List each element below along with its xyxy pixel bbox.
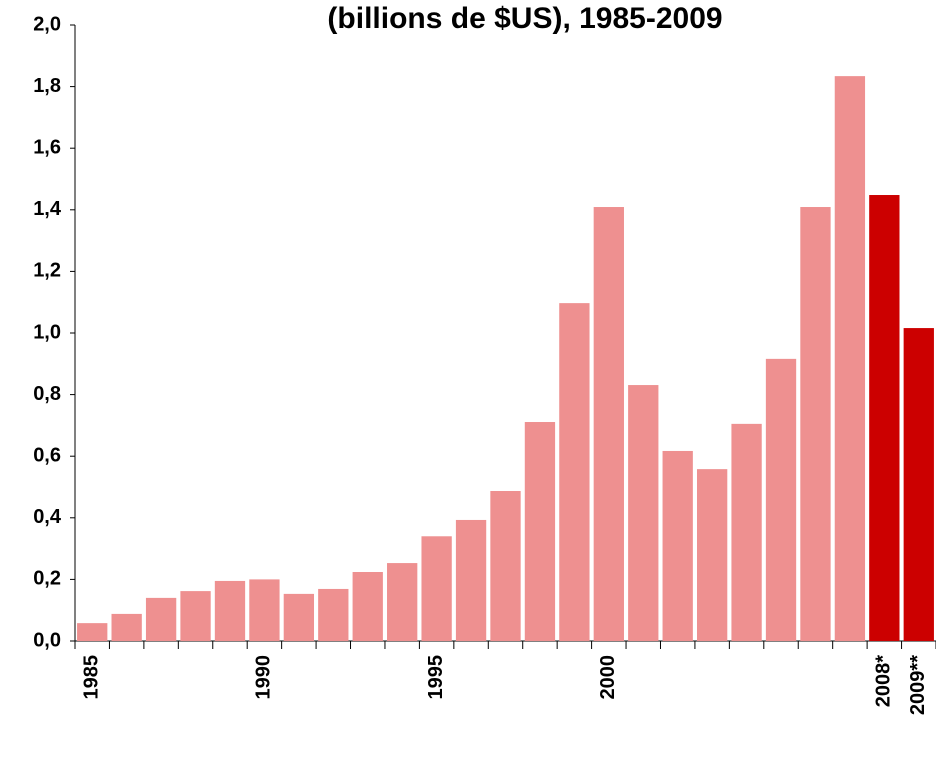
bar	[628, 385, 659, 641]
bar	[214, 580, 246, 641]
x-tick-label: 1985	[81, 655, 103, 700]
y-tick-label: 0,4	[33, 506, 62, 528]
x-tick-label: 2009**	[907, 655, 929, 715]
bar	[903, 328, 934, 641]
y-tick-label: 1,4	[33, 198, 62, 220]
bar	[180, 591, 211, 641]
bar	[593, 207, 624, 641]
x-tick-label: 2000	[597, 655, 619, 700]
y-tick-label: 0,8	[33, 383, 61, 405]
bar	[318, 588, 349, 641]
bar	[800, 207, 831, 641]
bar	[111, 613, 142, 641]
bar	[869, 195, 900, 642]
bar	[696, 469, 728, 641]
bar	[524, 422, 556, 641]
bar	[834, 76, 866, 642]
bar	[559, 303, 590, 641]
x-tick-label: 1990	[253, 655, 275, 700]
x-tick-label: 1995	[425, 655, 447, 700]
x-tick-label: 2008*	[873, 655, 895, 707]
y-tick-label: 1,8	[33, 75, 61, 97]
chart-title: (billions de $US), 1985-2009	[327, 2, 722, 35]
bar	[765, 358, 797, 641]
bar	[77, 623, 108, 641]
bar	[387, 563, 418, 641]
y-tick-label: 1,0	[33, 321, 61, 343]
bar	[249, 579, 280, 641]
y-tick-label: 0,2	[33, 568, 61, 590]
bar	[662, 450, 693, 641]
bar	[145, 597, 177, 641]
bar	[283, 593, 315, 641]
y-tick-label: 1,2	[33, 260, 61, 282]
y-tick-label: 1,6	[33, 136, 61, 158]
y-tick-label: 2,0	[33, 13, 61, 35]
bar	[421, 536, 452, 641]
bar	[455, 519, 487, 641]
y-tick-label: 0,0	[33, 629, 61, 651]
y-tick-label: 0,6	[33, 444, 61, 466]
bar	[352, 572, 383, 641]
bar	[731, 423, 762, 641]
bar	[490, 491, 521, 641]
